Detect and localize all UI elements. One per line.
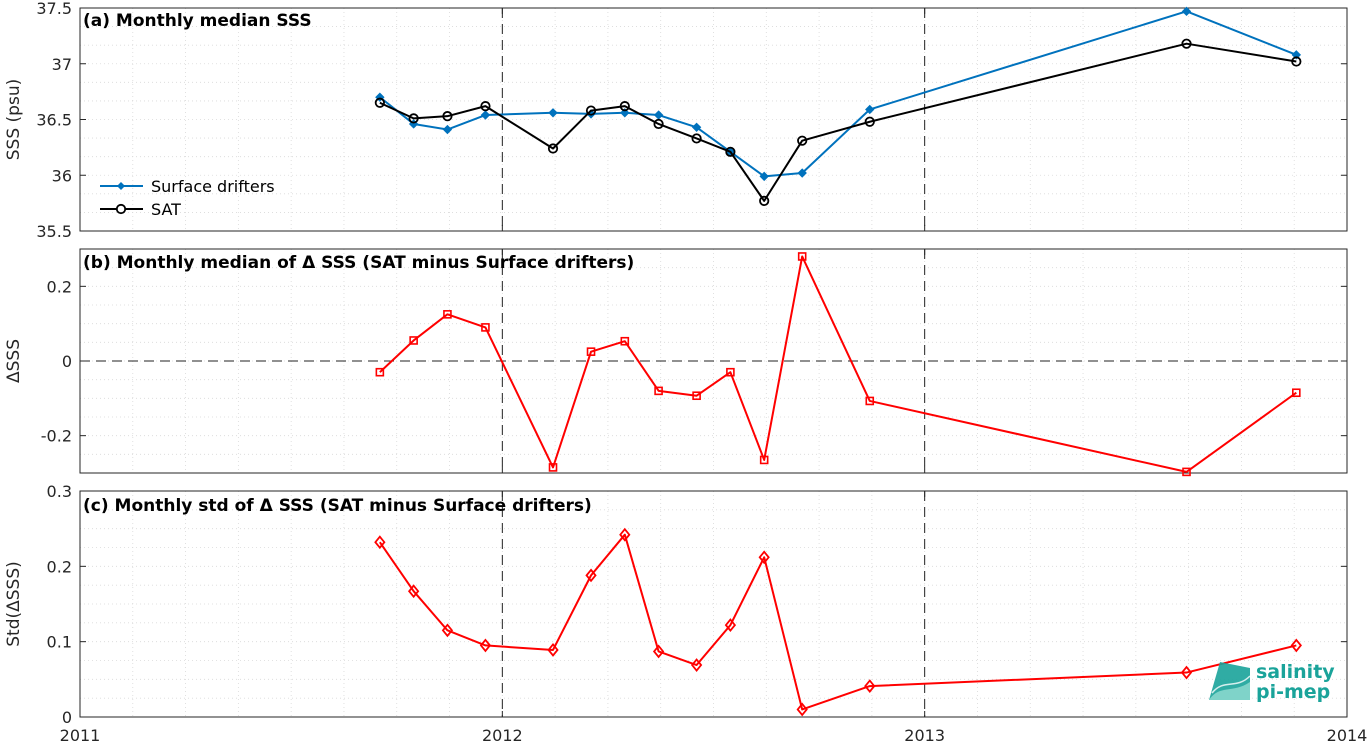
data-point (374, 535, 386, 550)
data-point (1290, 638, 1302, 653)
data-point (1291, 56, 1302, 67)
data-point (585, 105, 597, 116)
x-tick-label: 2014 (1327, 726, 1368, 745)
series-1 (375, 6, 1302, 182)
logo-text-line1: salinity (1256, 661, 1335, 683)
data-point (481, 323, 490, 332)
data-point (1182, 467, 1191, 477)
data-point (442, 124, 453, 135)
y-tick-label: 0.2 (47, 557, 72, 576)
data-point (724, 618, 737, 633)
series-line (379, 255, 1297, 473)
x-tick-label: 2013 (904, 726, 945, 745)
data-point (441, 623, 454, 638)
logo-wave-icon (1209, 682, 1250, 700)
legend-label: Surface drifters (151, 177, 275, 196)
data-point (548, 108, 558, 118)
data-point (726, 367, 735, 377)
panel-title: (b) Monthly median of Δ SSS (SAT minus S… (83, 253, 634, 273)
y-tick-label: 0.3 (47, 482, 72, 501)
data-point (759, 455, 769, 465)
data-point (865, 104, 875, 115)
axes-box (79, 490, 1348, 718)
y-axis-label: Std(ΔSSS) (4, 561, 24, 647)
y-tick-label: 0 (62, 708, 72, 727)
series-2 (374, 38, 1302, 206)
y-tick-label: 36 (52, 166, 72, 185)
data-point (442, 111, 453, 122)
data-point (409, 336, 418, 345)
series-1 (374, 527, 1302, 717)
data-point (864, 116, 875, 127)
data-point (408, 113, 419, 124)
y-axis-label: SSS (psu) (4, 79, 24, 160)
data-point (690, 658, 703, 672)
data-point (619, 101, 630, 112)
panel-2: -0.2 0 0.2 ΔSSS (b) Monthly median of Δ SSS … (4, 248, 1348, 477)
y-tick-label: 36.5 (36, 111, 72, 130)
logo-wave-icon (1211, 675, 1251, 694)
data-point (620, 336, 630, 346)
data-point (619, 527, 631, 542)
plot-area (80, 8, 1347, 231)
data-point (586, 347, 596, 356)
data-point (548, 463, 558, 472)
data-point (797, 135, 808, 146)
y-tick-label: -0.2 (41, 427, 72, 446)
x-tick-label: 2012 (482, 726, 523, 745)
data-point (797, 168, 807, 178)
data-point (479, 638, 492, 653)
panel-title: (c) Monthly std of Δ SSS (SAT minus Surf… (83, 496, 592, 516)
data-point (725, 146, 736, 157)
data-point (865, 396, 875, 406)
data-point (407, 584, 420, 599)
data-point (585, 568, 597, 583)
data-point (547, 643, 559, 657)
y-tick-label: 35.5 (36, 222, 72, 241)
data-point (375, 367, 385, 377)
data-point (547, 143, 559, 154)
legend: Surface drifters SAT (100, 177, 275, 219)
y-tick-label: 37 (52, 55, 72, 74)
data-point (691, 122, 702, 133)
data-point (654, 386, 663, 396)
data-point (692, 391, 701, 401)
panel-3: 0 0.1 0.2 0.3 Std(ΔSSS) (c) Monthly std of Δ … (4, 482, 1348, 727)
data-point (480, 101, 491, 112)
data-point (758, 550, 770, 565)
logo-text-line2: pi-mep (1256, 681, 1330, 703)
series-line (379, 42, 1297, 202)
data-point (653, 118, 664, 130)
data-point (864, 679, 876, 694)
y-tick-label: 0 (62, 352, 72, 371)
x-tick-label: 2011 (60, 726, 101, 745)
y-tick-label: 37.5 (36, 0, 72, 18)
series-1 (375, 252, 1301, 477)
data-point (480, 110, 491, 120)
panel-title: (a) Monthly median SSS (83, 11, 312, 31)
data-point (1180, 665, 1193, 680)
data-point (691, 133, 702, 144)
legend-label: SAT (151, 200, 181, 219)
data-point (1181, 38, 1192, 49)
data-point (1292, 388, 1301, 398)
legend-marker (115, 203, 127, 215)
series-line (379, 533, 1297, 711)
data-point (443, 310, 452, 319)
panel-1: 35.5 36 36.5 37 37.5 SSS (psu) (a) Monthly med… (4, 0, 1348, 241)
data-point (374, 97, 385, 108)
data-point (759, 195, 770, 206)
y-axis-label: ΔSSS (4, 339, 24, 383)
data-point (796, 702, 808, 717)
data-point (652, 644, 665, 659)
y-tick-label: 0.2 (47, 277, 72, 296)
legend-marker (117, 182, 125, 190)
data-point (797, 252, 807, 261)
data-point (759, 171, 769, 182)
data-point (1181, 6, 1192, 17)
y-tick-label: 0.1 (47, 633, 72, 652)
